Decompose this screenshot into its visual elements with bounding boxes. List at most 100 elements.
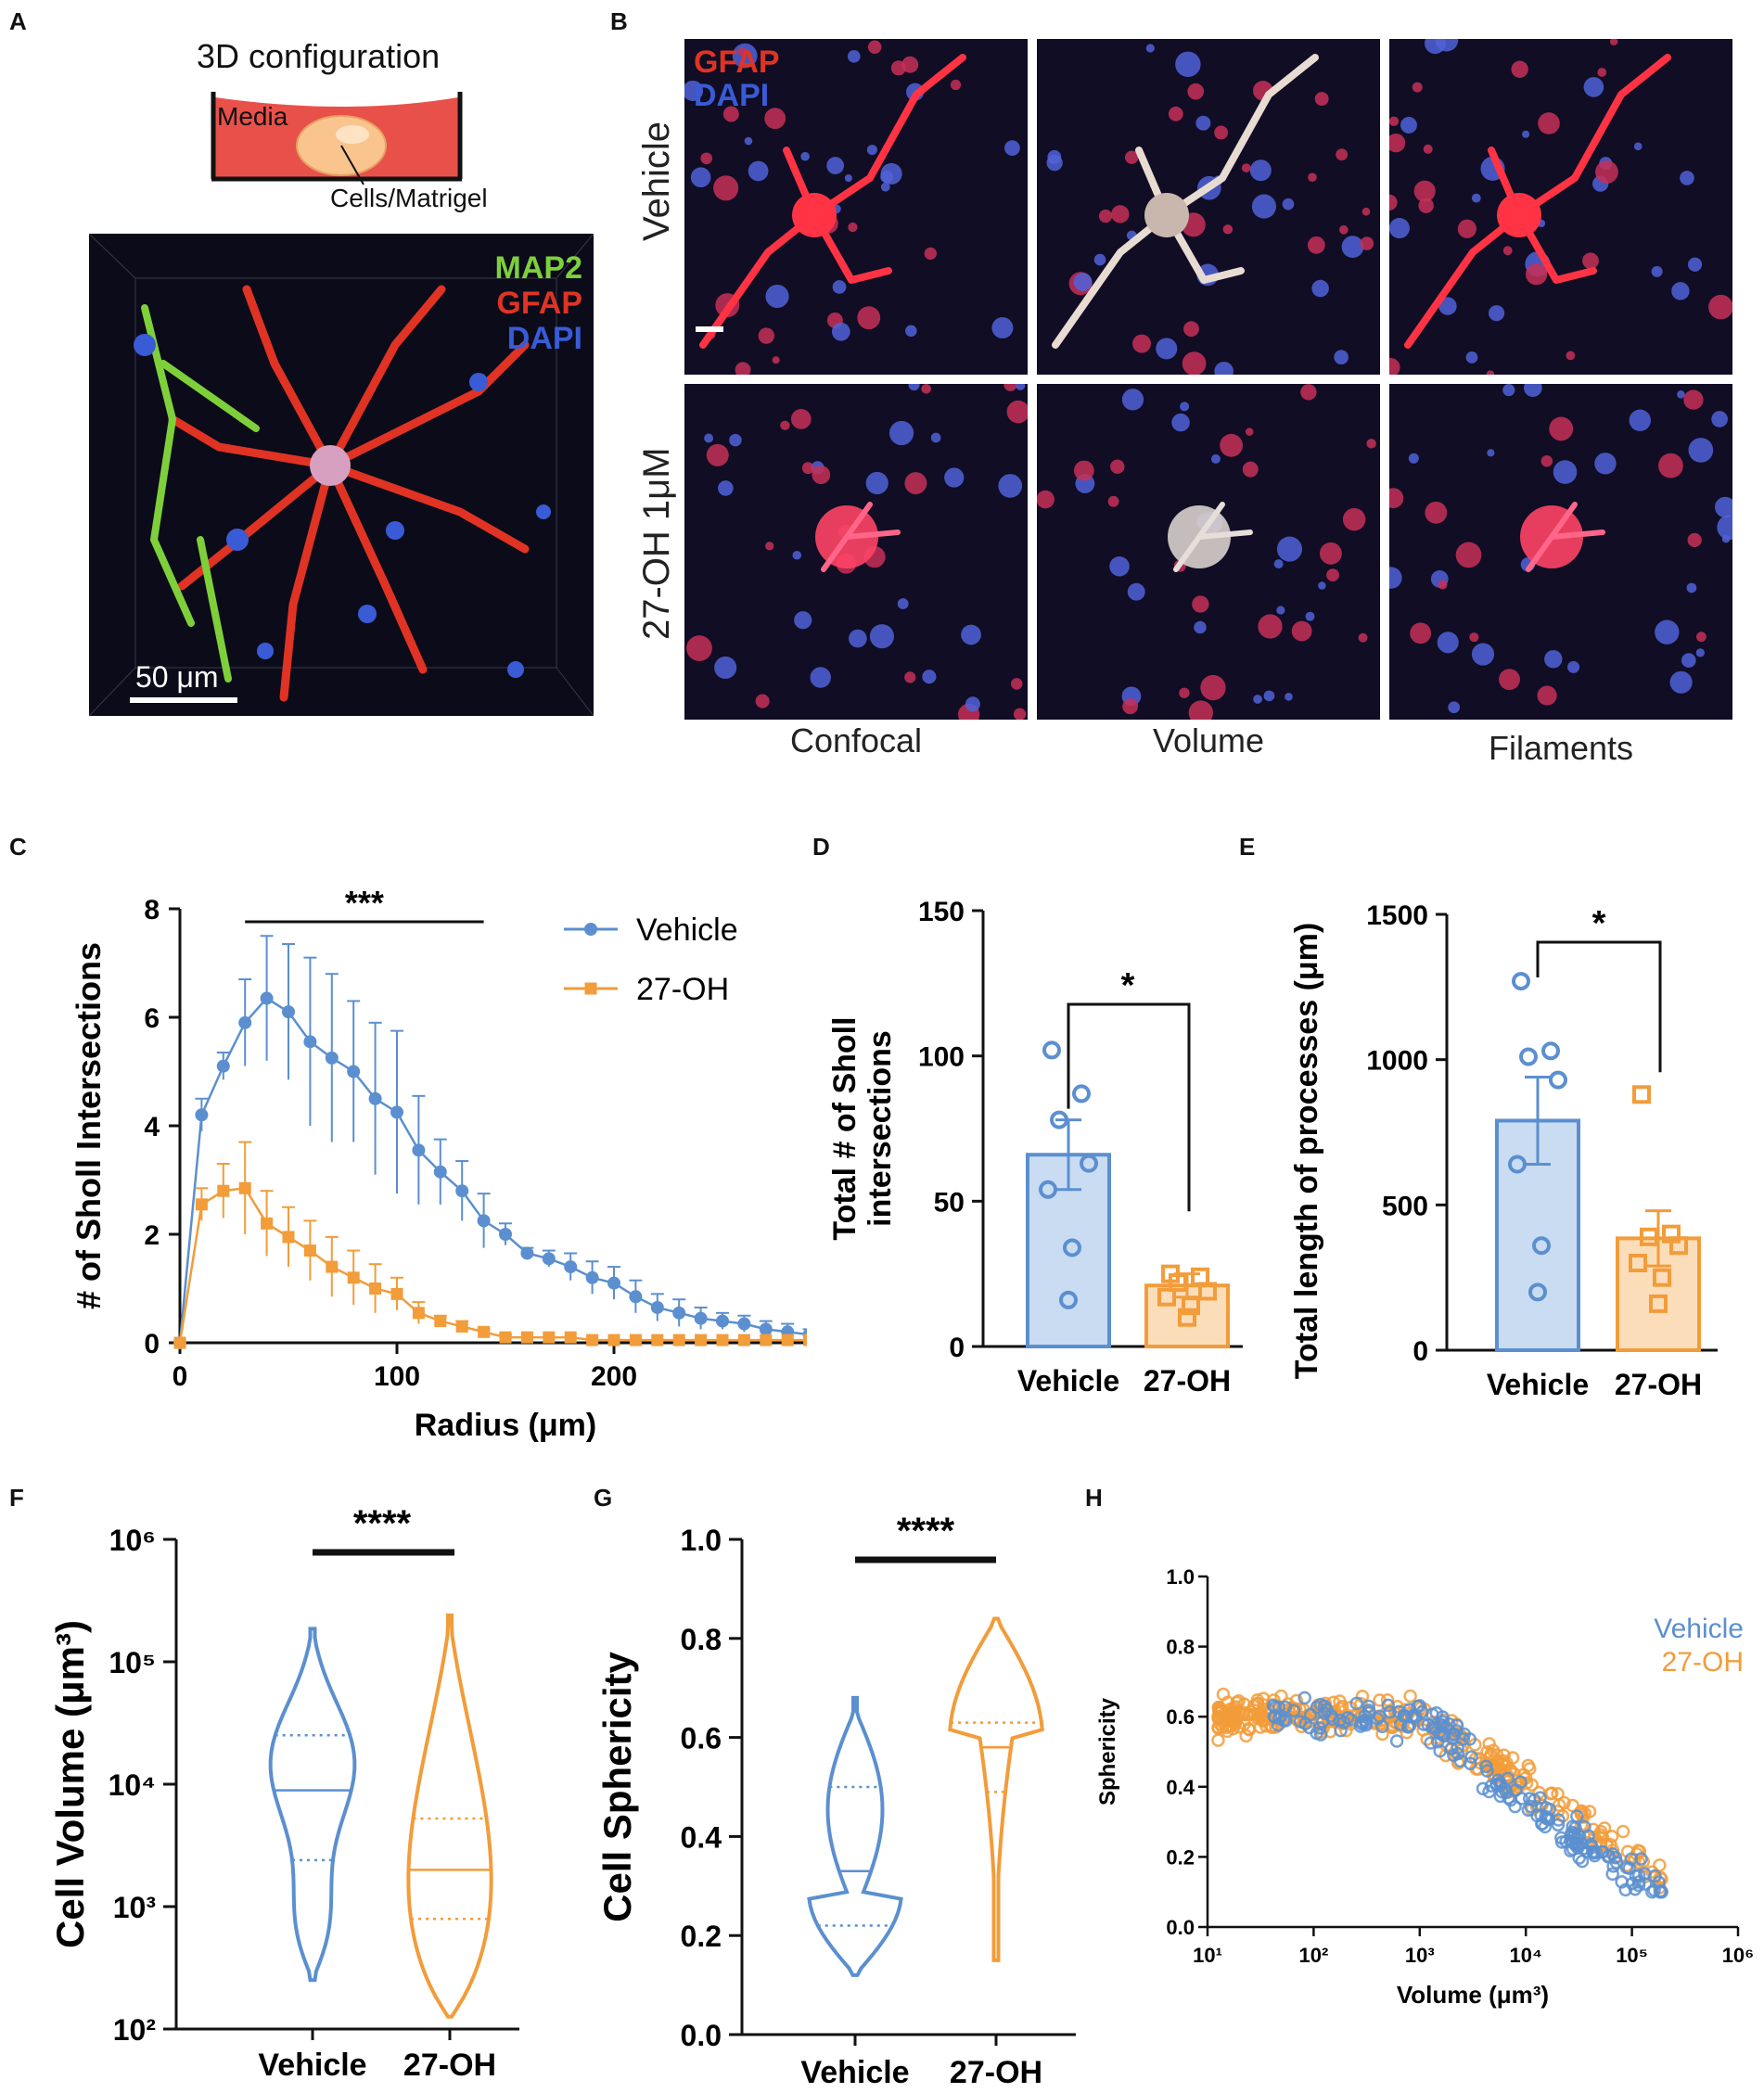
nucleus-spot (1499, 669, 1520, 691)
scatter-point (1551, 1818, 1566, 1832)
nucleus-spot (1471, 193, 1481, 203)
nucleus-spot (690, 167, 711, 188)
nucleus-spot (1194, 620, 1207, 634)
nucleus-spot (1594, 453, 1617, 475)
data-point (520, 1331, 533, 1344)
data-point (716, 1314, 729, 1328)
nucleus-spot (1708, 294, 1732, 320)
y-tick-label: 0.8 (1166, 1636, 1195, 1659)
data-point (781, 1334, 794, 1346)
data-point (694, 1311, 708, 1325)
sholl-total-bar-chart: 0 50 100 150 Vehicle 27-OH * Total # of Sholl in… (827, 897, 1243, 1397)
data-point (1178, 1308, 1196, 1327)
scatter-point (1313, 1728, 1328, 1742)
scatter-point (1654, 1883, 1668, 1898)
scatter-point (1403, 1689, 1417, 1704)
data-point (1519, 1047, 1538, 1066)
col-label-confocal: Confocal (789, 721, 923, 759)
nucleus-spot (1721, 535, 1731, 543)
nucleus-spot (1651, 265, 1663, 277)
nucleus-spot (1408, 453, 1419, 464)
data-point (695, 1334, 708, 1346)
scatter-point (1575, 1854, 1590, 1869)
y-tick-label: 10⁴ (109, 1768, 156, 1802)
category-label: Vehicle (1017, 1364, 1119, 1397)
category-label: 27-OH (950, 2055, 1042, 2090)
scatter-point (1318, 1699, 1332, 1714)
data-point (1157, 1287, 1176, 1307)
data-point (412, 1143, 426, 1157)
row-label-27oh: 27-OH 1μM (636, 447, 677, 640)
nucleus-spot (1455, 542, 1482, 568)
data-point (1169, 1273, 1187, 1293)
nucleus-spot (1609, 39, 1618, 45)
process-length-bar-chart: 0 500 1000 1500 Vehicle 27-OH * Total length of… (1289, 900, 1718, 1401)
scatter-point (1519, 1776, 1534, 1790)
data-point (347, 1065, 361, 1078)
data-point (238, 1015, 252, 1029)
nucleus-spot (1305, 611, 1315, 621)
nucleus-spot (1681, 653, 1696, 668)
nucleus-spot (1127, 582, 1145, 601)
scatter-point (1211, 1733, 1225, 1747)
nucleus-spot (810, 667, 831, 688)
nucleus-spot (706, 443, 729, 466)
panel-letter-a: A (9, 7, 27, 35)
nucleus-spot (1156, 338, 1178, 360)
scatter-point (1373, 1709, 1387, 1724)
data-point (1669, 1236, 1688, 1256)
nucleus-spot (844, 174, 852, 183)
data-point (1632, 1085, 1651, 1104)
scatter-point (1226, 1721, 1240, 1736)
x-axis-label: Radius (μm) (415, 1408, 596, 1443)
nucleus-spot (1276, 606, 1285, 615)
scatter-point (1631, 1875, 1646, 1889)
nucleus-spot (897, 598, 909, 610)
nucleus-spot (1487, 449, 1495, 457)
nucleus-spot (1249, 160, 1272, 182)
y-tick-label: 10⁵ (109, 1646, 156, 1679)
nucleus-spot (1263, 690, 1275, 702)
data-point (543, 1331, 556, 1344)
category-label: Vehicle (800, 2055, 909, 2090)
y-tick-label: 4 (144, 1112, 160, 1142)
y-tick-label: 0.6 (681, 1722, 722, 1755)
nucleus-spot (1318, 581, 1326, 590)
y-axis-label: Total # of Sholl (827, 1016, 863, 1240)
data-point (650, 1300, 664, 1314)
x-tick-label: 100 (374, 1361, 420, 1392)
data-point (1629, 1254, 1647, 1272)
nucleus-spot (1093, 253, 1106, 266)
violin (948, 1616, 1044, 1962)
nucleus-spot (924, 247, 937, 261)
nucleus-spot (713, 175, 739, 201)
nucleus-spot (904, 671, 916, 683)
nucleus-spot (1175, 51, 1201, 78)
data-point (499, 1331, 512, 1344)
y-tick-label: 1.0 (1166, 1565, 1195, 1589)
nucleus-spot (765, 542, 774, 551)
nucleus-spot (1540, 454, 1553, 467)
scatter-point (1595, 1831, 1610, 1845)
nucleus-spot (991, 316, 1014, 338)
scatter-point (1605, 1867, 1619, 1882)
y-axis-label: Total length of processes (μm) (1289, 923, 1324, 1379)
panel-a-title: 3D configuration (197, 37, 441, 75)
data-point (1532, 1236, 1551, 1256)
nucleus-spot (1695, 648, 1706, 657)
category-label: Vehicle (1487, 1368, 1589, 1401)
nucleus-spot (1122, 698, 1139, 715)
nucleus-spot (1214, 362, 1234, 375)
nucleus-spot (1711, 411, 1728, 428)
scale-bar-label: 50 μm (135, 660, 219, 694)
nucleus-spot (748, 160, 769, 182)
scatter-point (1616, 1824, 1630, 1839)
micrograph-tile (1389, 39, 1732, 375)
astrocyte-process (1404, 54, 1671, 349)
significance-label: * (1592, 904, 1606, 943)
legend-label: 27-OH (1662, 1647, 1744, 1678)
nucleus-spot (1183, 321, 1199, 338)
volume-sphericity-scatter-chart: 0.0 0.2 0.4 0.6 0.8 1.0 10¹ 10² 10³ 10⁴ 10⁵ 10⁶ Volu… (1095, 1565, 1754, 2009)
nucleus-spot (1222, 224, 1234, 235)
nucleus-spot (1537, 685, 1557, 706)
